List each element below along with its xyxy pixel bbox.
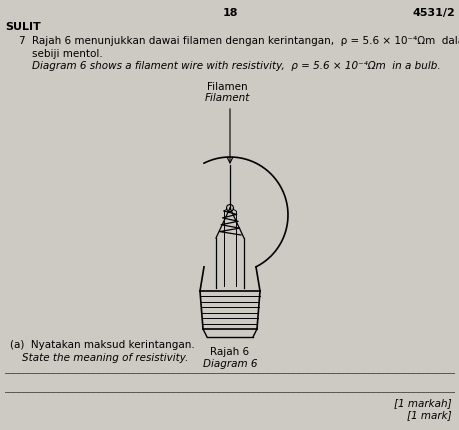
Text: Rajah 6 menunjukkan dawai filamen dengan kerintangan,  ρ = 5.6 × 10⁻⁴Ωm  dalam: Rajah 6 menunjukkan dawai filamen dengan… — [32, 36, 459, 46]
Text: Diagram 6: Diagram 6 — [202, 359, 257, 369]
Text: State the meaning of resistivity.: State the meaning of resistivity. — [22, 353, 188, 363]
Text: SULIT: SULIT — [5, 22, 41, 32]
Text: 4531/2: 4531/2 — [411, 8, 454, 18]
Text: Filament: Filament — [204, 93, 249, 103]
Text: sebiji mentol.: sebiji mentol. — [32, 49, 102, 59]
Text: 7: 7 — [18, 36, 25, 46]
Text: (a)  Nyatakan maksud kerintangan.: (a) Nyatakan maksud kerintangan. — [10, 340, 194, 350]
Text: Diagram 6 shows a filament wire with resistivity,  ρ = 5.6 × 10⁻⁴Ωm  in a bulb.: Diagram 6 shows a filament wire with res… — [32, 61, 440, 71]
Text: Filamen: Filamen — [206, 82, 247, 92]
Text: [1 mark]: [1 mark] — [407, 410, 451, 420]
Text: 18: 18 — [222, 8, 237, 18]
Text: Rajah 6: Rajah 6 — [210, 347, 249, 357]
Text: [1 markah]: [1 markah] — [393, 398, 451, 408]
